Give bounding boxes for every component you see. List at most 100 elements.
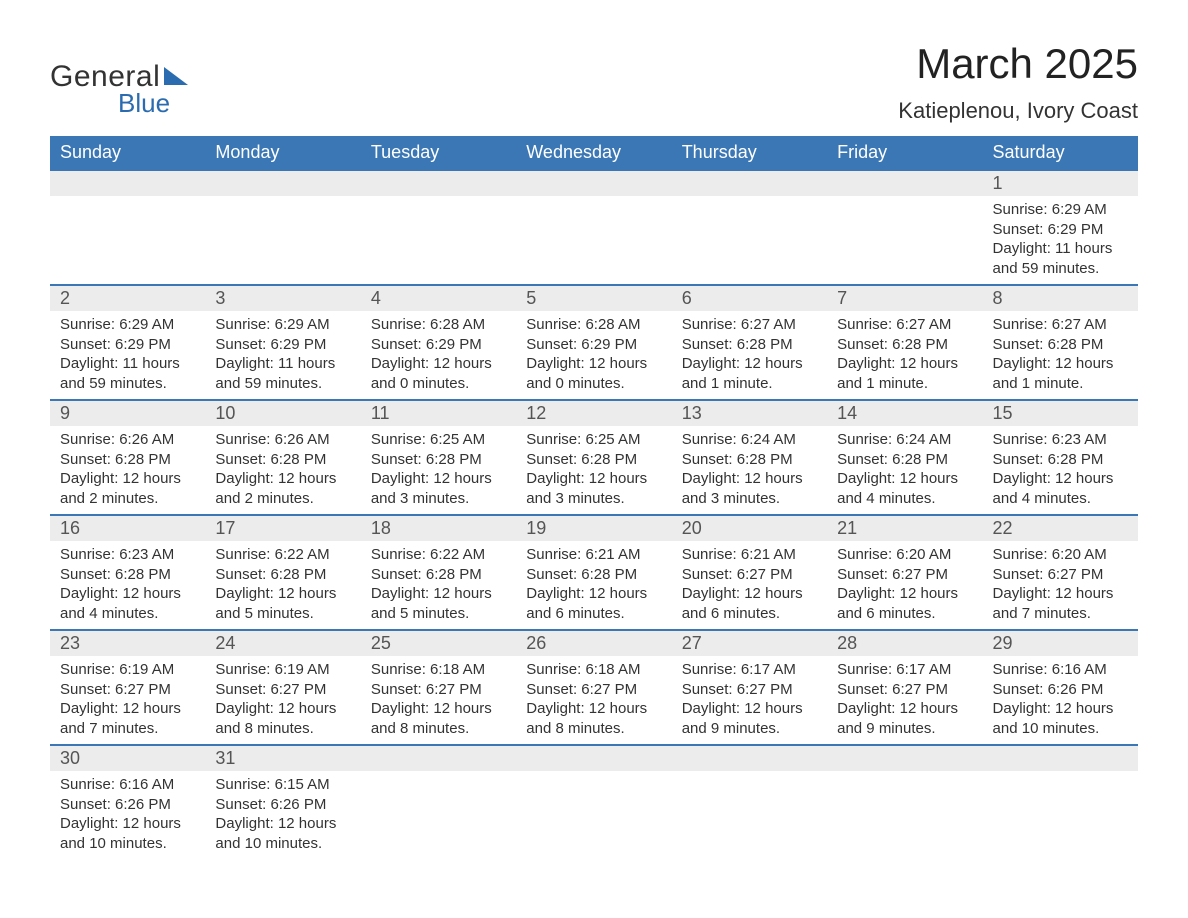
day-d1: Daylight: 12 hours [371,699,506,719]
day-d2: and 9 minutes. [682,719,817,739]
day-number-cell: 25 [361,630,516,656]
day-info-cell [827,196,982,285]
day-info-cell: Sunrise: 6:27 AMSunset: 6:28 PMDaylight:… [983,311,1138,400]
day-header: Tuesday [361,136,516,170]
day-d1: Daylight: 12 hours [526,699,661,719]
day-sr: Sunrise: 6:29 AM [215,315,350,335]
day-ss: Sunset: 6:28 PM [215,565,350,585]
day-d2: and 8 minutes. [526,719,661,739]
day-d1: Daylight: 12 hours [526,469,661,489]
day-d1: Daylight: 12 hours [682,699,817,719]
logo: General Blue [50,60,188,119]
day-ss: Sunset: 6:28 PM [526,450,661,470]
day-number-cell: 18 [361,515,516,541]
day-ss: Sunset: 6:28 PM [837,450,972,470]
month-title: March 2025 [898,40,1138,88]
day-sr: Sunrise: 6:23 AM [60,545,195,565]
day-d1: Daylight: 12 hours [526,354,661,374]
day-number: 8 [993,288,1003,308]
day-ss: Sunset: 6:28 PM [60,450,195,470]
day-sr: Sunrise: 6:22 AM [215,545,350,565]
day-d1: Daylight: 12 hours [993,584,1128,604]
day-ss: Sunset: 6:27 PM [215,680,350,700]
day-d1: Daylight: 12 hours [526,584,661,604]
day-sr: Sunrise: 6:22 AM [371,545,506,565]
day-info-cell: Sunrise: 6:15 AMSunset: 6:26 PMDaylight:… [205,771,360,859]
day-ss: Sunset: 6:28 PM [526,565,661,585]
day-ss: Sunset: 6:27 PM [60,680,195,700]
day-info-cell [516,196,671,285]
day-sr: Sunrise: 6:20 AM [993,545,1128,565]
day-info-cell: Sunrise: 6:26 AMSunset: 6:28 PMDaylight:… [205,426,360,515]
day-d2: and 59 minutes. [993,259,1128,279]
day-info-cell: Sunrise: 6:21 AMSunset: 6:28 PMDaylight:… [516,541,671,630]
day-header: Saturday [983,136,1138,170]
day-d1: Daylight: 12 hours [837,584,972,604]
day-d1: Daylight: 12 hours [993,469,1128,489]
day-d2: and 6 minutes. [526,604,661,624]
day-d1: Daylight: 12 hours [215,584,350,604]
day-number-cell [827,745,982,771]
day-number-cell [672,170,827,196]
day-info-cell: Sunrise: 6:25 AMSunset: 6:28 PMDaylight:… [516,426,671,515]
day-number: 3 [215,288,225,308]
day-number: 16 [60,518,80,538]
info-row: Sunrise: 6:23 AMSunset: 6:28 PMDaylight:… [50,541,1138,630]
day-number-cell [516,170,671,196]
logo-triangle-icon [164,67,188,85]
day-d2: and 1 minute. [682,374,817,394]
title-block: March 2025 Katieplenou, Ivory Coast [898,40,1138,124]
day-sr: Sunrise: 6:20 AM [837,545,972,565]
day-number-cell: 19 [516,515,671,541]
day-number: 6 [682,288,692,308]
day-d1: Daylight: 12 hours [993,354,1128,374]
day-sr: Sunrise: 6:15 AM [215,775,350,795]
day-sr: Sunrise: 6:18 AM [526,660,661,680]
day-number-cell: 27 [672,630,827,656]
day-ss: Sunset: 6:28 PM [682,335,817,355]
day-number-cell: 13 [672,400,827,426]
day-number-cell: 24 [205,630,360,656]
day-d1: Daylight: 12 hours [371,354,506,374]
day-number: 7 [837,288,847,308]
daynum-row: 3031 [50,745,1138,771]
day-info-cell: Sunrise: 6:19 AMSunset: 6:27 PMDaylight:… [50,656,205,745]
day-d2: and 3 minutes. [371,489,506,509]
day-d1: Daylight: 12 hours [993,699,1128,719]
day-sr: Sunrise: 6:27 AM [682,315,817,335]
day-ss: Sunset: 6:29 PM [526,335,661,355]
day-number: 12 [526,403,546,423]
day-d2: and 7 minutes. [993,604,1128,624]
day-number-cell: 30 [50,745,205,771]
day-info-cell [516,771,671,859]
day-d2: and 4 minutes. [837,489,972,509]
day-d2: and 59 minutes. [60,374,195,394]
day-number-cell: 10 [205,400,360,426]
day-sr: Sunrise: 6:19 AM [215,660,350,680]
day-sr: Sunrise: 6:29 AM [993,200,1128,220]
day-number-cell [827,170,982,196]
day-d2: and 6 minutes. [837,604,972,624]
day-number: 30 [60,748,80,768]
day-number: 29 [993,633,1013,653]
day-info-cell: Sunrise: 6:22 AMSunset: 6:28 PMDaylight:… [205,541,360,630]
day-sr: Sunrise: 6:16 AM [993,660,1128,680]
day-info-cell: Sunrise: 6:23 AMSunset: 6:28 PMDaylight:… [983,426,1138,515]
day-info-cell: Sunrise: 6:25 AMSunset: 6:28 PMDaylight:… [361,426,516,515]
day-number-cell: 29 [983,630,1138,656]
day-info-cell: Sunrise: 6:29 AMSunset: 6:29 PMDaylight:… [205,311,360,400]
day-sr: Sunrise: 6:27 AM [837,315,972,335]
day-number-cell: 21 [827,515,982,541]
day-header-row: Sunday Monday Tuesday Wednesday Thursday… [50,136,1138,170]
day-sr: Sunrise: 6:24 AM [837,430,972,450]
day-sr: Sunrise: 6:24 AM [682,430,817,450]
daynum-row: 1 [50,170,1138,196]
day-sr: Sunrise: 6:17 AM [682,660,817,680]
day-header: Friday [827,136,982,170]
info-row: Sunrise: 6:19 AMSunset: 6:27 PMDaylight:… [50,656,1138,745]
day-info-cell: Sunrise: 6:18 AMSunset: 6:27 PMDaylight:… [516,656,671,745]
day-ss: Sunset: 6:28 PM [993,450,1128,470]
day-header: Monday [205,136,360,170]
day-d1: Daylight: 12 hours [60,699,195,719]
day-ss: Sunset: 6:27 PM [993,565,1128,585]
